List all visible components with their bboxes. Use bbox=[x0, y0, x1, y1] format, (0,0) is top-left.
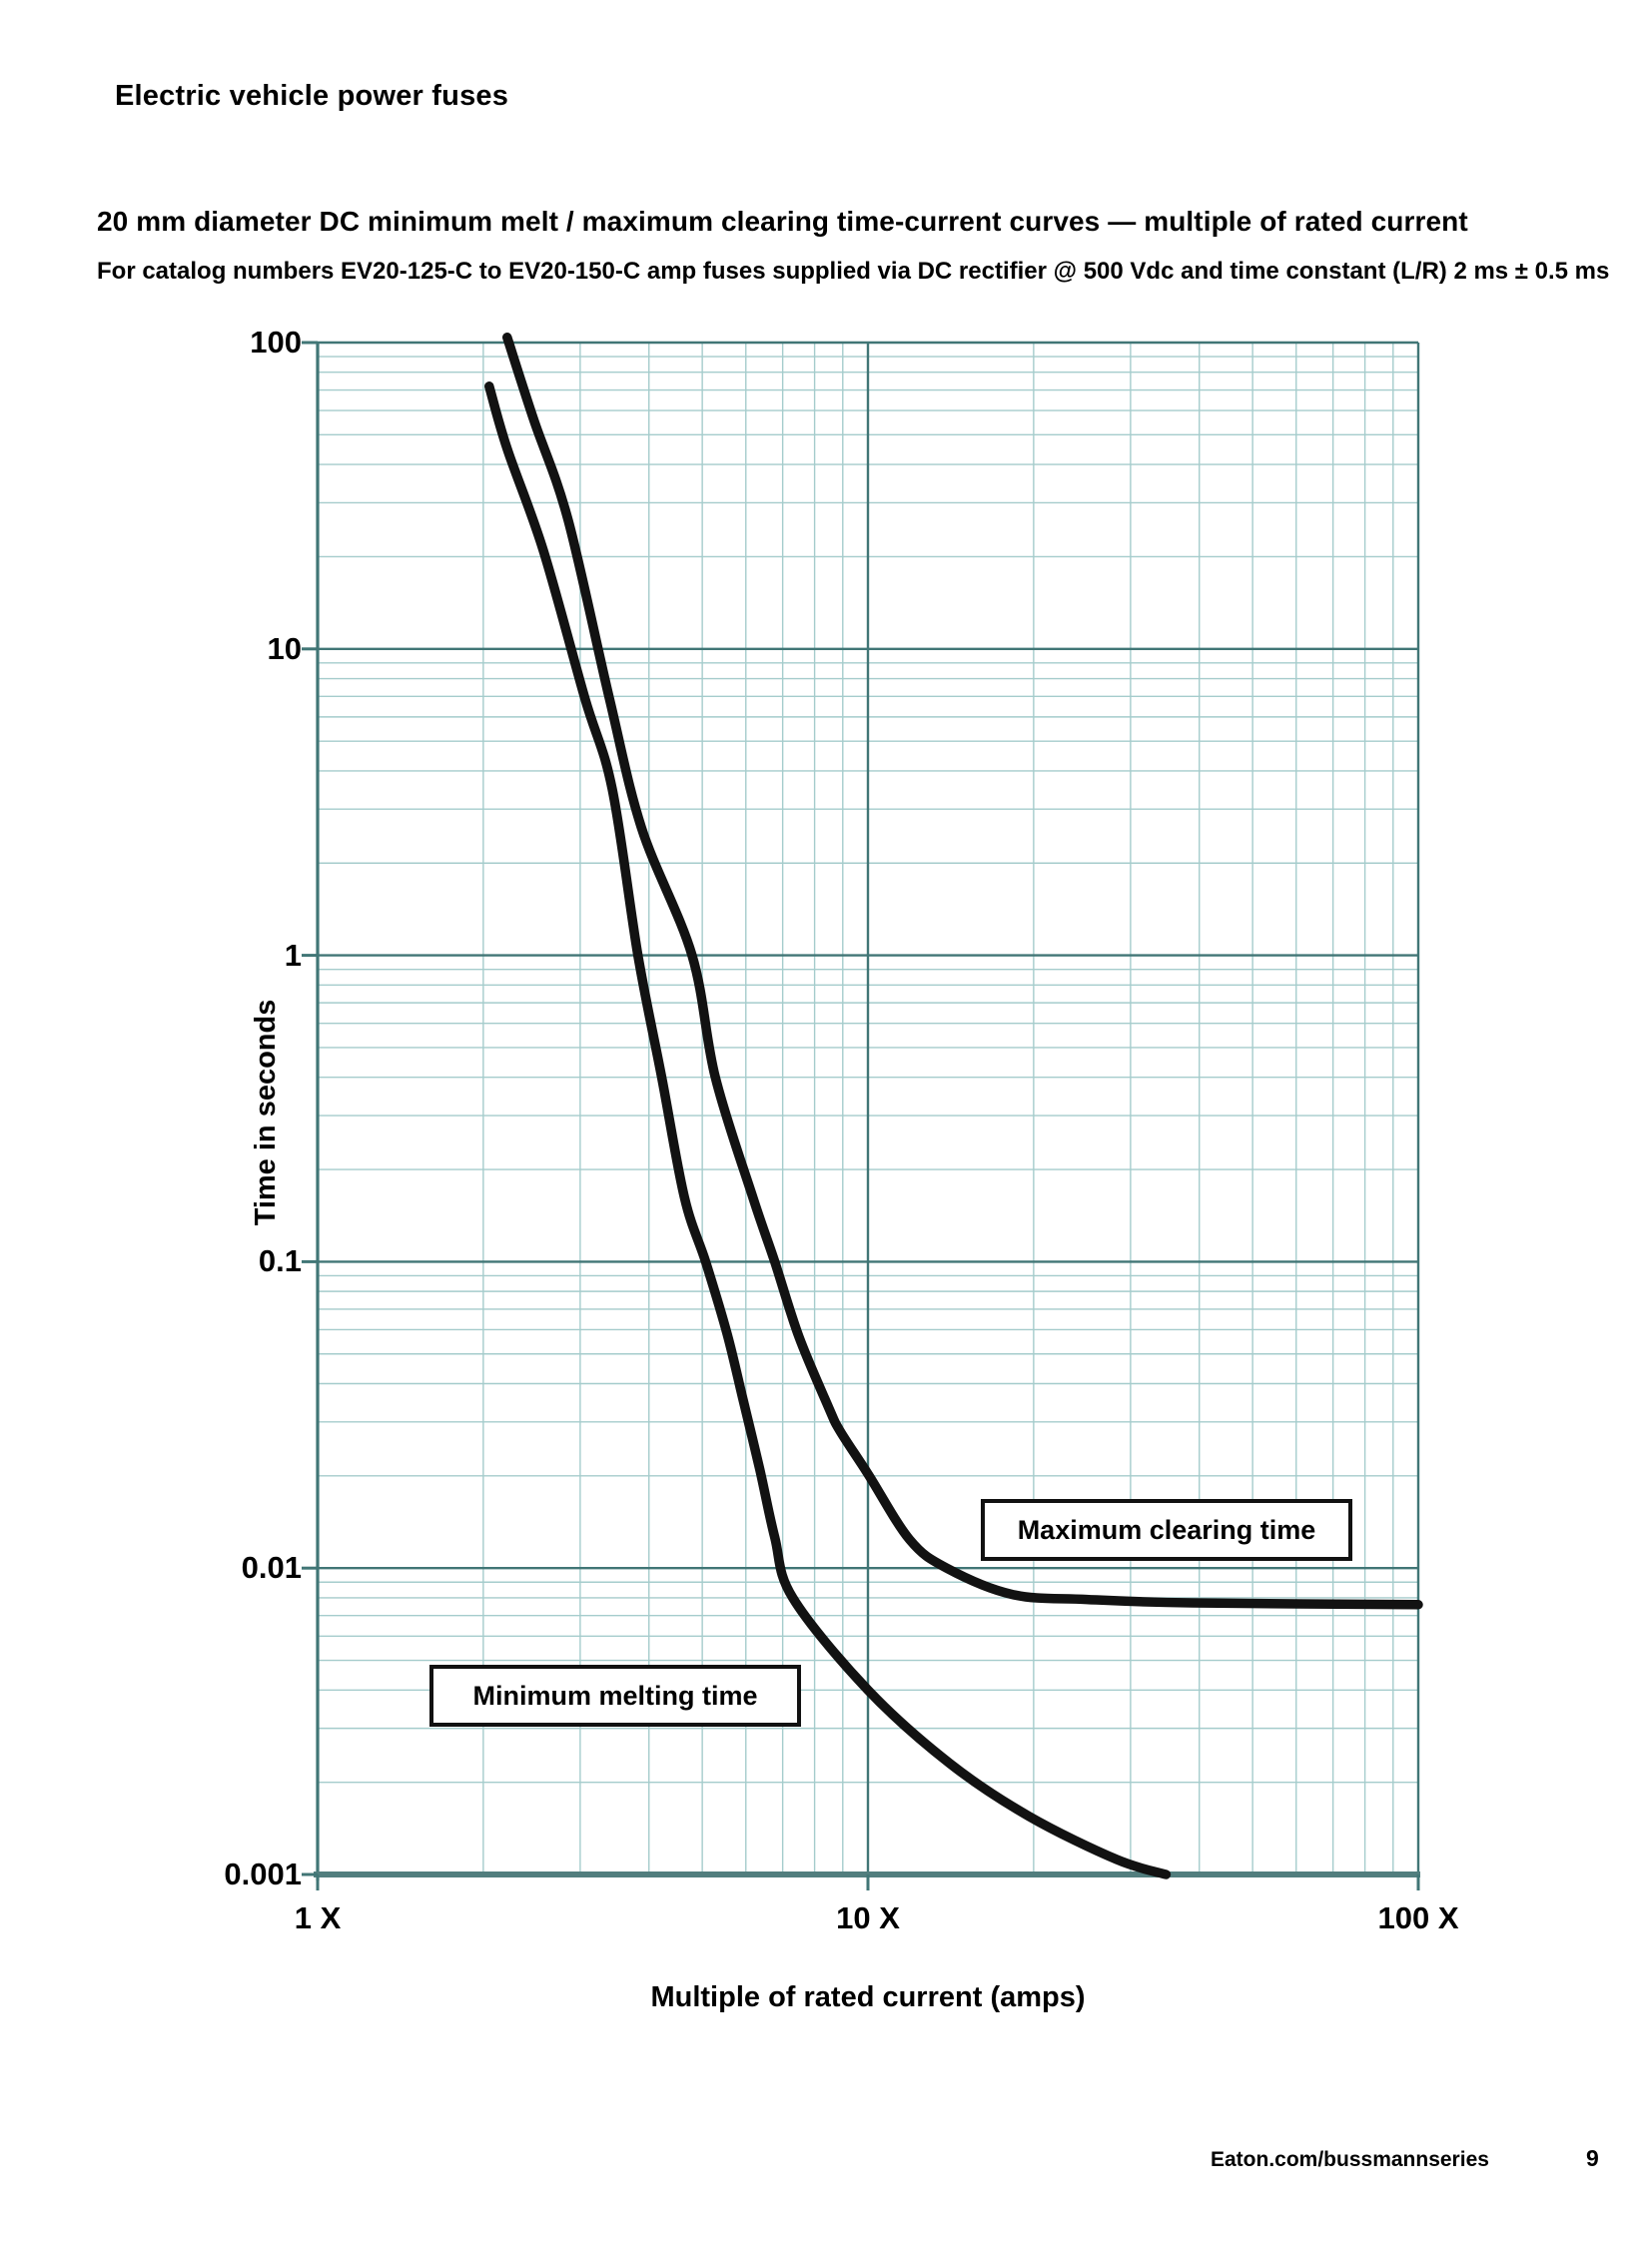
x-axis-title: Multiple of rated current (amps) bbox=[650, 1981, 1086, 2013]
min-melting-curve bbox=[484, 381, 1172, 1879]
min-melting-time-label: Minimum melting time bbox=[429, 1665, 801, 1727]
chart-title: 20 mm diameter DC minimum melt / maximum… bbox=[97, 206, 1468, 237]
y-tick-label: 0.001 bbox=[224, 1857, 302, 1891]
x-tick-label: 100 X bbox=[1377, 1900, 1459, 1935]
y-tick-label: 0.1 bbox=[258, 1243, 302, 1278]
max-clearing-curve bbox=[502, 333, 1423, 1610]
chart-subtitle: For catalog numbers EV20-125-C to EV20-1… bbox=[97, 258, 1610, 285]
page-number: 9 bbox=[1586, 2145, 1599, 2171]
max-clearing-time-label: Maximum clearing time bbox=[981, 1499, 1352, 1561]
time-current-curve-chart bbox=[302, 333, 1423, 1890]
chart-canvas bbox=[302, 333, 1423, 1890]
page-title: Electric vehicle power fuses bbox=[115, 80, 509, 112]
y-tick-label: 0.01 bbox=[241, 1550, 302, 1585]
y-tick-label: 10 bbox=[267, 631, 302, 666]
x-tick-label: 10 X bbox=[836, 1900, 900, 1935]
y-tick-label: 100 bbox=[250, 325, 302, 360]
footer-url-link[interactable]: Eaton.com/bussmannseries bbox=[1211, 2148, 1489, 2171]
y-tick-label: 1 bbox=[284, 938, 302, 973]
x-tick-label: 1 X bbox=[294, 1900, 342, 1935]
